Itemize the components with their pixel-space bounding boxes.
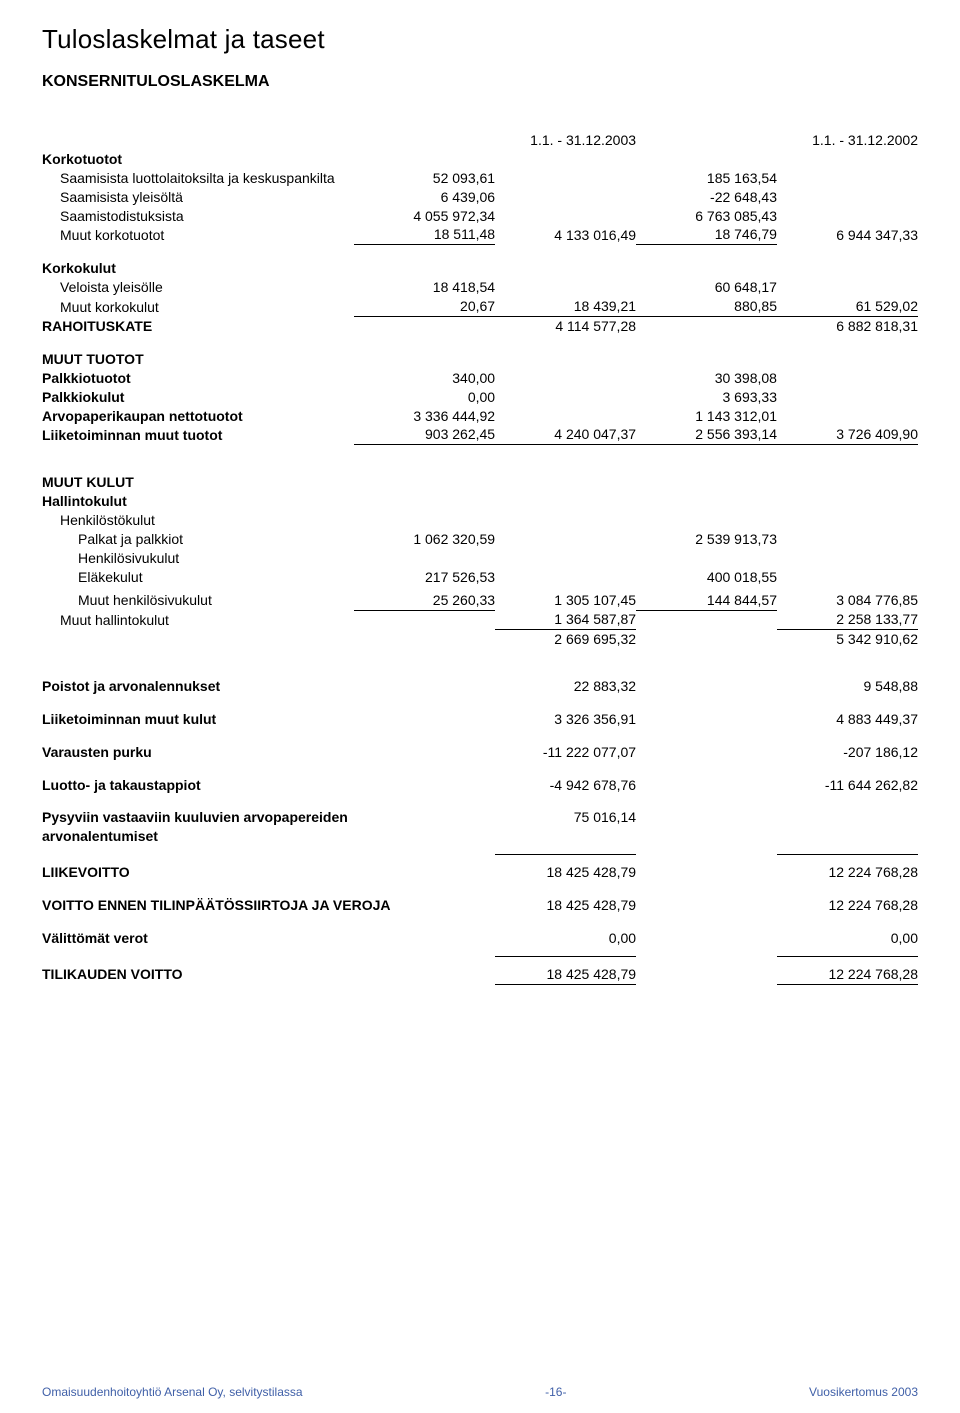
cell: 3 326 356,91	[495, 710, 636, 729]
heading-korkotuotot: Korkotuotot	[42, 150, 354, 169]
footer-center: -16-	[545, 1385, 566, 1399]
cell: 1 143 312,01	[636, 407, 777, 426]
row-label: Palkkiokulut	[42, 388, 354, 407]
row-pysyviin-1: Pysyviin vastaaviin kuuluvien arvopapere…	[42, 808, 354, 827]
period-2002: 1.1. - 31.12.2002	[777, 131, 918, 150]
cell: -11 644 262,82	[777, 776, 918, 795]
cell: 2 669 695,32	[495, 629, 636, 648]
cell: 880,85	[636, 297, 777, 316]
cell: 4 114 577,28	[495, 317, 636, 336]
row-label: Muut korkokulut	[42, 297, 354, 316]
cell: 903 262,45	[354, 425, 495, 444]
cell: 0,00	[354, 388, 495, 407]
row-label: Muut hallintokulut	[42, 610, 354, 629]
cell: -4 942 678,76	[495, 776, 636, 795]
row-hallintokulut: Hallintokulut	[42, 492, 354, 511]
row-label: Liiketoiminnan muut tuotot	[42, 425, 354, 444]
row-liik-kulut: Liiketoiminnan muut kulut	[42, 710, 354, 729]
cell: 5 342 910,62	[777, 629, 918, 648]
cell: 340,00	[354, 369, 495, 388]
footer-right: Vuosikertomus 2003	[809, 1385, 918, 1399]
cell: 18 425 428,79	[495, 965, 636, 984]
row-verot: Välittömät verot	[42, 929, 354, 948]
cell: 25 260,33	[354, 591, 495, 610]
row-liikevoitto: LIIKEVOITTO	[42, 863, 354, 882]
cell: 4 055 972,34	[354, 207, 495, 226]
row-label: Palkat ja palkkiot	[42, 530, 354, 549]
cell: 52 093,61	[354, 169, 495, 188]
cell: 1 062 320,59	[354, 530, 495, 549]
row-henkilostokulut: Henkilöstökulut	[42, 511, 354, 530]
row-sivukulut: Henkilösivukulut	[42, 549, 354, 568]
cell: 12 224 768,28	[777, 863, 918, 882]
cell: 1 305 107,45	[495, 591, 636, 610]
cell: 2 539 913,73	[636, 530, 777, 549]
cell: 6 944 347,33	[777, 225, 918, 244]
heading-muut-tuotot: MUUT TUOTOT	[42, 350, 354, 369]
heading-korkokulut: Korkokulut	[42, 259, 354, 278]
cell: -207 186,12	[777, 743, 918, 762]
row-label: Saamistodistuksista	[42, 207, 354, 226]
row-tilikauden-voitto: TILIKAUDEN VOITTO	[42, 965, 354, 984]
row-label: Arvopaperikaupan nettotuotot	[42, 407, 354, 426]
page-footer: Omaisuudenhoitoyhtiö Arsenal Oy, selvity…	[42, 1385, 918, 1399]
cell: 4 240 047,37	[495, 425, 636, 444]
cell: 217 526,53	[354, 568, 495, 587]
row-label: Saamisista yleisöltä	[42, 188, 354, 207]
cell: 1 364 587,87	[495, 610, 636, 629]
page-subtitle: KONSERNITULOSLASKELMA	[42, 73, 918, 91]
cell: 6 439,06	[354, 188, 495, 207]
row-label: Eläkekulut	[42, 568, 354, 587]
cell: 6 763 085,43	[636, 207, 777, 226]
row-rahoituskate: RAHOITUSKATE	[42, 317, 354, 336]
row-label: Palkkiotuotot	[42, 369, 354, 388]
cell: 6 882 818,31	[777, 317, 918, 336]
cell: 12 224 768,28	[777, 965, 918, 984]
cell: 3 336 444,92	[354, 407, 495, 426]
cell: 20,67	[354, 297, 495, 316]
document-page: Tuloslaskelmat ja taseet KONSERNITULOSLA…	[0, 0, 960, 1413]
heading-muut-kulut: MUUT KULUT	[42, 473, 354, 492]
row-voitto-ennen: VOITTO ENNEN TILINPÄÄTÖSSIIRTOJA JA VERO…	[42, 896, 495, 915]
row-label: Veloista yleisölle	[42, 278, 354, 297]
cell: 3 084 776,85	[777, 591, 918, 610]
cell: 18 425 428,79	[495, 896, 636, 915]
cell: 9 548,88	[777, 677, 918, 696]
cell: 61 529,02	[777, 297, 918, 316]
cell: 3 726 409,90	[777, 425, 918, 444]
cell: 3 693,33	[636, 388, 777, 407]
row-label: Muut korkotuotot	[42, 225, 354, 244]
cell: 144 844,57	[636, 591, 777, 610]
cell: 30 398,08	[636, 369, 777, 388]
row-poistot: Poistot ja arvonalennukset	[42, 677, 354, 696]
cell: 22 883,32	[495, 677, 636, 696]
cell: 185 163,54	[636, 169, 777, 188]
period-2003: 1.1. - 31.12.2003	[495, 131, 636, 150]
cell: 12 224 768,28	[777, 896, 918, 915]
cell: 75 016,14	[495, 808, 636, 827]
income-statement-table: 1.1. - 31.12.2003 1.1. - 31.12.2002 Kork…	[42, 131, 918, 985]
row-varaus: Varausten purku	[42, 743, 354, 762]
cell: 60 648,17	[636, 278, 777, 297]
cell: 18 425 428,79	[495, 863, 636, 882]
cell: 4 133 016,49	[495, 225, 636, 244]
page-title: Tuloslaskelmat ja taseet	[42, 24, 918, 55]
cell: 400 018,55	[636, 568, 777, 587]
cell: 18 439,21	[495, 297, 636, 316]
row-luotto: Luotto- ja takaustappiot	[42, 776, 354, 795]
cell: 0,00	[777, 929, 918, 948]
cell: 18 511,48	[354, 225, 495, 244]
cell: 2 556 393,14	[636, 425, 777, 444]
row-pysyviin-2: arvonalentumiset	[42, 827, 354, 846]
cell: 18 418,54	[354, 278, 495, 297]
cell: 4 883 449,37	[777, 710, 918, 729]
cell: 0,00	[495, 929, 636, 948]
row-label: Muut henkilösivukulut	[42, 591, 354, 610]
cell: -11 222 077,07	[495, 743, 636, 762]
cell: -22 648,43	[636, 188, 777, 207]
footer-left: Omaisuudenhoitoyhtiö Arsenal Oy, selvity…	[42, 1385, 303, 1399]
cell: 2 258 133,77	[777, 610, 918, 629]
row-label: Saamisista luottolaitoksilta ja keskuspa…	[42, 169, 354, 188]
cell: 18 746,79	[636, 225, 777, 244]
